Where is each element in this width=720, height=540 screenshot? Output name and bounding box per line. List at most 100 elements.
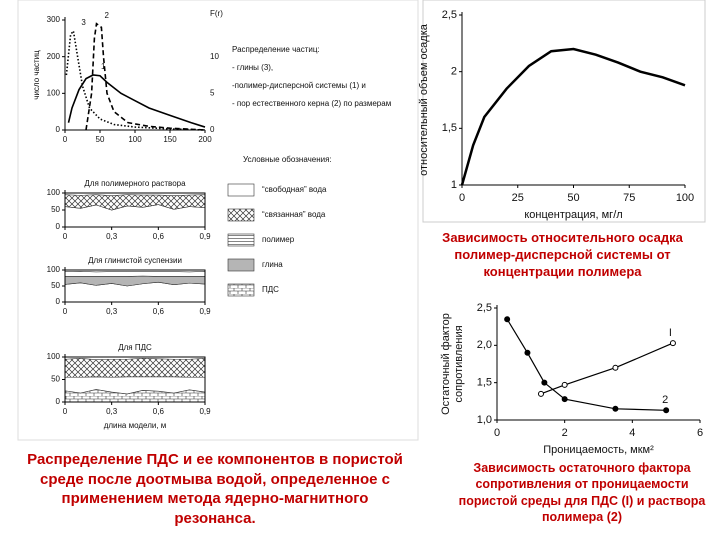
legend-swatch [227, 208, 255, 222]
x-tick-label: 0 [63, 407, 68, 416]
y-tick-label: 0 [56, 222, 61, 231]
data-point [504, 316, 511, 323]
y-tick-label: 2,5 [442, 9, 457, 21]
right-bottom-panel [440, 298, 715, 458]
legend-label: “связанная” вода [262, 210, 326, 219]
y-tick-label: 1 [451, 179, 457, 191]
caption: Распределение ПДС и ее компонентов в пор… [27, 451, 403, 527]
series-label: I [669, 327, 672, 339]
y-tick-label: 2,5 [477, 302, 492, 314]
y-tick-label: 1,0 [477, 414, 492, 426]
data-area [64, 270, 206, 277]
y-tick-label: 100 [47, 352, 61, 361]
right-top-panel [422, 0, 706, 223]
plot-frame [64, 356, 206, 403]
legend-swatch [227, 233, 255, 247]
y-tick-label: 1,5 [442, 122, 457, 134]
annotation: Распределение частиц: [232, 45, 320, 54]
y-tick-label: 1,5 [477, 377, 492, 389]
annotation: - глины (3), [232, 63, 273, 72]
data-point [612, 364, 619, 371]
data-point [669, 340, 676, 347]
y-tick-label: 200 [47, 52, 61, 61]
x-tick-label: 0,3 [106, 407, 118, 416]
x-tick-label: 0,3 [106, 307, 118, 316]
y-axis-label: относительный объем осадка [418, 23, 430, 176]
data-point [524, 349, 531, 356]
chart-panel: 0 50 100 0 0,3 0,6 0,9 Для полимерного раствора [47, 179, 211, 241]
series-label: 1 [101, 62, 106, 71]
x-tick-label: 0 [63, 232, 68, 241]
annotation: -полимер-дисперсной системы (1) и [232, 81, 366, 90]
legend-title: Условные обозначения: [243, 155, 332, 164]
caption: Зависимость относительного осадка полиме… [442, 230, 683, 279]
data-area [64, 358, 206, 378]
x-tick-label: 100 [676, 192, 694, 204]
x-tick-label: 75 [623, 192, 635, 204]
x-tick-label: 0,6 [153, 307, 165, 316]
y-tick-label: 100 [47, 88, 61, 97]
x-tick-label: 4 [629, 427, 635, 439]
x-tick-label: 0,9 [199, 307, 211, 316]
data-point [663, 407, 670, 414]
data-area [64, 204, 206, 228]
legend-label: “свободная” вода [262, 185, 327, 194]
x-tick-label: 25 [512, 192, 524, 204]
annotation: - пор естественного керна (2) по размера… [232, 99, 391, 108]
series-label: 2 [105, 11, 110, 20]
data-point [561, 381, 568, 388]
x-tick-label: 0 [494, 427, 500, 439]
legend-swatch [227, 258, 255, 272]
x-tick-label: 0,9 [199, 232, 211, 241]
legend-swatch [227, 183, 255, 197]
x-tick-label: 0 [63, 135, 68, 144]
data-point [541, 379, 548, 386]
data-line [460, 47, 686, 186]
y-tick-label: 2 [451, 66, 457, 78]
chart-title: Для ПДС [118, 343, 152, 352]
y2-axis-label: F(r) [210, 9, 223, 18]
x-tick-label: 0 [63, 307, 68, 316]
chart-panel: 0 50 100 0 0,3 0,6 0,9 Для глинистой суспензии [47, 256, 211, 316]
y2-tick-label: 0 [210, 125, 215, 134]
legend-label: глина [262, 260, 283, 269]
data-line [65, 29, 206, 131]
x-tick-label: 0,6 [153, 232, 165, 241]
chart-panel: 1,0 1,5 2,0 2,5 0 2 4 6 Проницаемость, мкм² Остат… [440, 302, 703, 456]
legend-swatch [227, 283, 255, 297]
chart-panel: 1 1,5 2 2,5 0 25 50 75 100 концентрация, мг/л отно… [418, 9, 694, 221]
chart-title: Для полимерного раствора [84, 179, 186, 188]
data-line [85, 22, 206, 131]
x-axis-label: Проницаемость, мкм² [543, 444, 654, 456]
chart-panel: 0 50 100 0 0,3 0,6 0,9 Для ПДС длина модели, м [47, 343, 211, 430]
legend-label: полимер [262, 235, 295, 244]
data-line [67, 74, 206, 128]
x-axis-label: концентрация, мг/л [524, 209, 622, 221]
data-point [612, 405, 619, 412]
chart-title: Для глинистой суспензии [88, 256, 182, 265]
series-label: 3 [81, 18, 86, 27]
x-tick-label: 0,6 [153, 407, 165, 416]
x-tick-label: 0,3 [106, 232, 118, 241]
x-tick-label: 6 [697, 427, 703, 439]
y-tick-label: 2,0 [477, 339, 492, 351]
x-tick-label: 100 [128, 135, 142, 144]
x-tick-label: 0 [459, 192, 465, 204]
y-tick-label: 100 [47, 188, 61, 197]
y2-tick-label: 10 [210, 52, 219, 61]
series-label: 2 [662, 394, 668, 406]
x-tick-label: 200 [198, 135, 212, 144]
y-tick-label: 50 [51, 375, 60, 384]
y-tick-label: 100 [47, 265, 61, 274]
y-tick-label: 0 [56, 397, 61, 406]
x-tick-label: 2 [562, 427, 568, 439]
x-tick-label: 50 [96, 135, 105, 144]
data-point [561, 396, 568, 403]
x-tick-label: 0,9 [199, 407, 211, 416]
x-tick-label: 150 [163, 135, 177, 144]
y-tick-label: 0 [56, 297, 61, 306]
y-axis-label: число частиц [32, 50, 41, 100]
x-tick-label: 50 [567, 192, 579, 204]
